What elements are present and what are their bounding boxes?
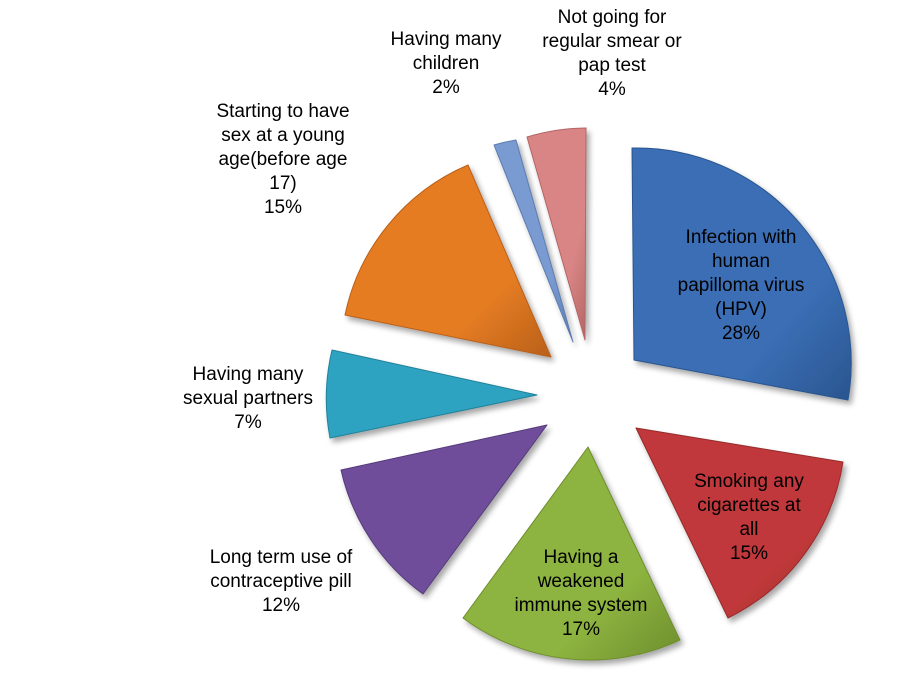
slice-label: Smoking any cigarettes at all 15%: [694, 471, 804, 564]
pie-slice: [325, 349, 538, 439]
slice-label: Starting to have sex at a young age(befo…: [216, 101, 350, 218]
slice-label: Having a weakened immune system 17%: [514, 547, 648, 640]
slice-label: Not going for regular smear or pap test …: [542, 7, 682, 100]
slice-label: Long term use of contraceptive pill 12%: [209, 547, 353, 616]
pie-slice: [344, 164, 552, 358]
pie-slice: [493, 139, 574, 343]
pie-slice: [340, 424, 548, 595]
slice-label: Having many children 2%: [390, 29, 502, 98]
slice-label: Infection with human papilloma virus (HP…: [677, 227, 805, 344]
pie-slice: [526, 127, 587, 341]
pie-slices: [325, 127, 852, 661]
slice-label: Having many sexual partners 7%: [183, 364, 313, 433]
pie-slice: [462, 446, 681, 661]
pie-slice: [635, 427, 844, 619]
pie-slice: [631, 147, 852, 401]
